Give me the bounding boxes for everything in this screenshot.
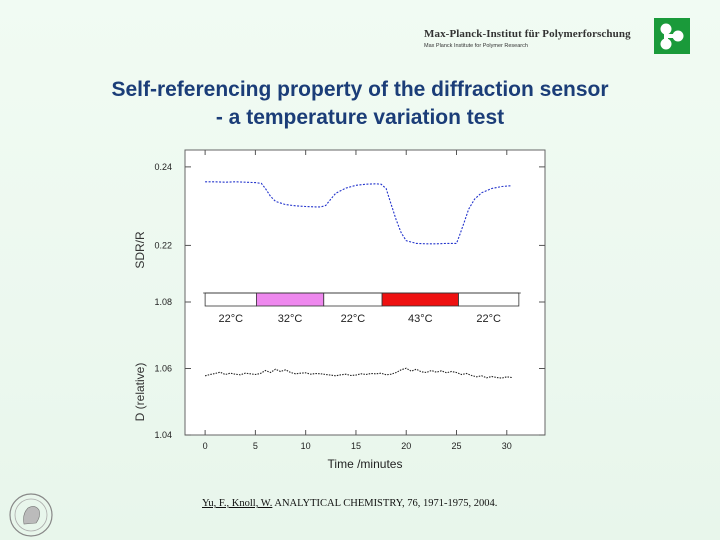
- mpg-seal-icon: [9, 493, 53, 537]
- x-tick-label: 10: [301, 441, 311, 451]
- plot-frame: [184, 149, 546, 436]
- y-tick-label-top: 0.24: [154, 162, 172, 172]
- temperature-label: 32°C: [278, 313, 303, 325]
- temperature-bars: 22°C 32°C 22°C 43°C 22°C: [203, 292, 521, 325]
- temperature-segment: [381, 292, 459, 307]
- x-tick-label: 15: [351, 441, 361, 451]
- chart-axes: 0 5 10 15 20 25 30 0.22 0.24 1.04 1.06 1.08: [154, 150, 545, 451]
- temperature-label: 22°C: [218, 313, 243, 325]
- slide-title-line2: - a temperature variation test: [215, 106, 505, 129]
- citation: Yu, F., Knoll, W. ANALYTICAL CHEMISTRY, …: [202, 498, 497, 509]
- temperature-label: 43°C: [408, 313, 433, 325]
- y-tick-label-bottom: 1.08: [154, 297, 172, 307]
- y-tick-label-top: 0.22: [154, 240, 172, 250]
- slide-title-line1: Self-referencing property of the diffrac…: [111, 78, 609, 101]
- slide-title: Self-referencing property of the diffrac…: [0, 76, 720, 132]
- sdr-series-line: [205, 181, 512, 245]
- x-tick-label: 25: [452, 441, 462, 451]
- x-tick-label: 5: [253, 441, 258, 451]
- y-axis-label-bottom: D (relative): [133, 363, 147, 422]
- x-tick-label: 30: [502, 441, 512, 451]
- temperature-segment: [323, 292, 383, 307]
- x-axis-label: Time /minutes: [328, 457, 403, 471]
- x-tick-label: 0: [203, 441, 208, 451]
- d-series-line: [204, 367, 512, 379]
- y-axis-label-top: SDR/R: [133, 231, 147, 269]
- temperature-segment: [255, 292, 325, 307]
- institute-name: Max-Planck-Institut für Polymerforschung: [424, 28, 631, 40]
- chart-series: [204, 181, 512, 379]
- temperature-segment: [204, 292, 257, 307]
- institute-header: Max-Planck-Institut für Polymerforschung…: [424, 28, 631, 49]
- temperature-segment: [458, 292, 520, 307]
- institute-subtitle: Max Planck Institute for Polymer Researc…: [424, 43, 528, 49]
- citation-authors[interactable]: Yu, F., Knoll, W.: [202, 498, 273, 509]
- y-tick-label-bottom: 1.06: [154, 364, 172, 374]
- temperature-label: 22°C: [476, 313, 501, 325]
- temperature-label: 22°C: [341, 313, 366, 325]
- x-tick-label: 20: [401, 441, 411, 451]
- y-tick-label-bottom: 1.04: [154, 430, 172, 440]
- citation-journal: ANALYTICAL CHEMISTRY, 76, 1971-1975, 200…: [272, 498, 498, 509]
- mpg-logo-icon: [654, 18, 690, 54]
